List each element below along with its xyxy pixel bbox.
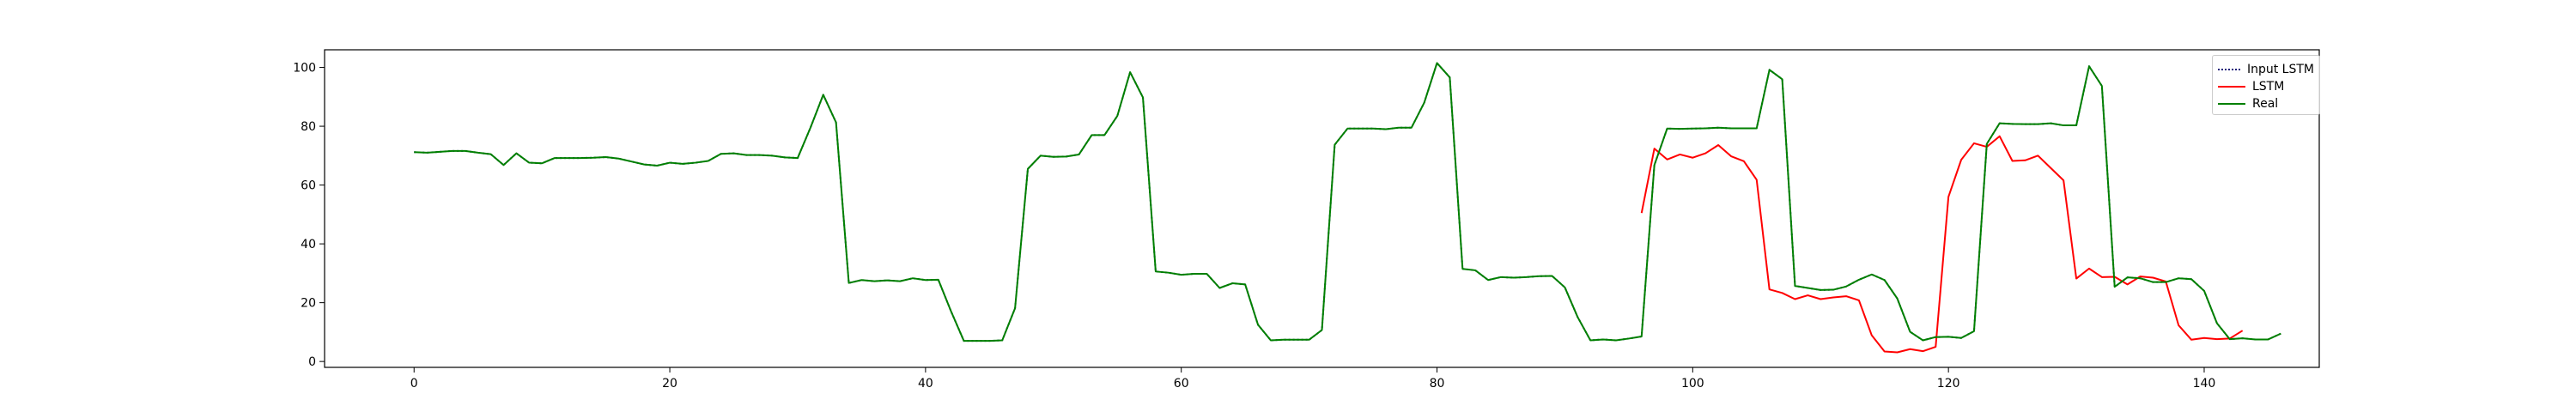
- legend-item-real: Real: [2218, 95, 2314, 112]
- plot-lines: [414, 62, 2281, 354]
- legend-item-input-lstm: Input LSTM: [2218, 61, 2314, 78]
- y-tick-label: 40: [301, 238, 316, 251]
- legend-label-input-lstm: Input LSTM: [2246, 63, 2314, 76]
- y-tick-label: 0: [308, 355, 316, 369]
- legend-swatch-input-lstm: [2218, 69, 2240, 70]
- x-tick-label: 40: [918, 377, 933, 391]
- y-tick-label: 80: [301, 120, 316, 134]
- legend-item-lstm: LSTM: [2218, 78, 2314, 95]
- legend-label-lstm: LSTM: [2252, 80, 2285, 94]
- series-line-lstm: [1640, 135, 2244, 354]
- legend-swatch-real: [2218, 103, 2245, 105]
- x-tick-label: 60: [1174, 377, 1189, 391]
- axes-frame: [324, 49, 2320, 368]
- x-axis-ticks: 0 20 40 60 80 100 120 140: [410, 367, 2216, 391]
- y-axis-ticks: 0 20 40 60 80 100: [293, 62, 325, 369]
- x-tick-label: 140: [2193, 377, 2216, 391]
- chart-legend: Input LSTM LSTM Real: [2212, 55, 2320, 115]
- legend-swatch-lstm: [2218, 86, 2245, 88]
- x-tick-label: 20: [662, 377, 677, 391]
- x-tick-label: 100: [1681, 377, 1704, 391]
- y-tick-label: 60: [301, 179, 316, 193]
- x-tick-label: 120: [1937, 377, 1960, 391]
- y-tick-label: 20: [301, 297, 316, 311]
- x-tick-label: 0: [410, 377, 418, 391]
- series-line-real: [414, 62, 2281, 342]
- legend-label-real: Real: [2252, 97, 2279, 111]
- series-line-input-lstm: [414, 62, 2281, 342]
- x-tick-label: 80: [1430, 377, 1445, 391]
- y-tick-label: 100: [293, 62, 316, 76]
